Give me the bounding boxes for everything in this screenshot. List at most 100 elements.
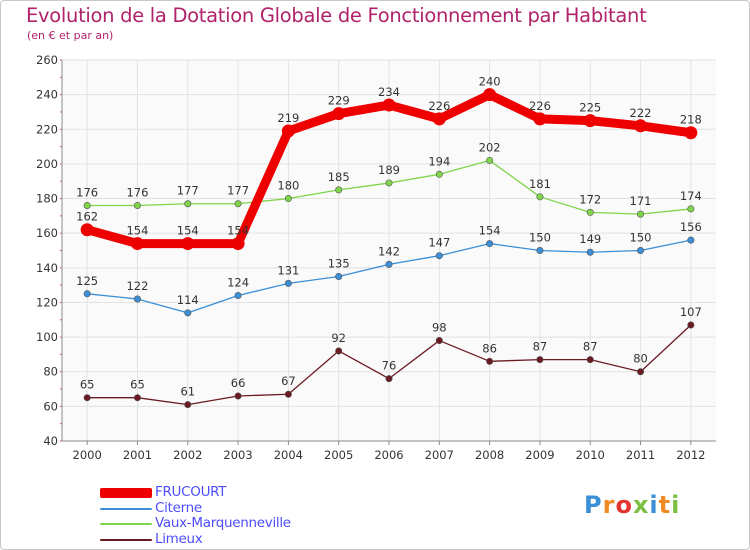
data-label-limeux: 87 (583, 340, 598, 354)
data-label-limeux: 107 (680, 305, 702, 319)
x-tick-label: 2010 (576, 448, 605, 462)
x-tick-label: 2005 (324, 448, 353, 462)
data-label-citerne: 156 (680, 220, 702, 234)
data-point-limeux (687, 321, 695, 329)
data-label-vaux-marquenneville: 172 (579, 192, 601, 206)
data-label-frucourt: 154 (126, 224, 148, 238)
data-label-citerne: 150 (630, 231, 652, 245)
data-label-citerne: 135 (328, 256, 350, 270)
data-point-limeux (133, 394, 141, 402)
data-label-citerne: 124 (227, 276, 249, 290)
data-point-vaux-marquenneville (435, 170, 443, 178)
data-point-citerne (536, 247, 544, 255)
data-label-vaux-marquenneville: 189 (378, 163, 400, 177)
legend-label: Citerne (155, 499, 202, 516)
legend-label: Vaux-Marquenneville (155, 515, 291, 531)
data-label-frucourt: 225 (579, 101, 601, 115)
data-label-vaux-marquenneville: 177 (177, 184, 199, 198)
x-tick-label: 2007 (425, 448, 454, 462)
data-point-limeux (335, 347, 343, 355)
chart-title: Evolution de la Dotation Globale de Fonc… (26, 4, 647, 27)
data-label-limeux: 86 (482, 341, 497, 355)
data-point-citerne (133, 295, 141, 303)
data-point-limeux (435, 337, 443, 345)
data-point-limeux (83, 394, 91, 402)
data-point-vaux-marquenneville (335, 186, 343, 194)
x-tick-label: 2003 (223, 448, 252, 462)
y-tick-label: 260 (36, 53, 58, 67)
x-tick-label: 2004 (274, 448, 303, 462)
data-point-frucourt (432, 112, 446, 126)
data-label-vaux-marquenneville: 185 (328, 170, 350, 184)
data-point-citerne (385, 260, 393, 268)
data-point-vaux-marquenneville (586, 208, 594, 216)
data-label-vaux-marquenneville: 181 (529, 177, 551, 191)
data-label-citerne: 122 (126, 279, 148, 293)
x-tick-label: 2001 (123, 448, 152, 462)
data-point-citerne (435, 252, 443, 260)
data-label-vaux-marquenneville: 177 (227, 184, 249, 198)
x-tick-label: 2011 (626, 448, 655, 462)
data-point-vaux-marquenneville (83, 201, 91, 209)
data-point-limeux (486, 357, 494, 365)
data-label-vaux-marquenneville: 202 (479, 140, 501, 154)
proxiti-logo: Proxiti (584, 491, 681, 519)
y-tick-label: 100 (36, 330, 58, 344)
data-label-frucourt: 162 (76, 210, 98, 224)
data-point-limeux (637, 368, 645, 376)
data-point-frucourt (181, 237, 195, 251)
data-point-citerne (234, 292, 242, 300)
data-point-vaux-marquenneville (687, 205, 695, 213)
data-label-frucourt: 234 (378, 85, 400, 99)
data-point-vaux-marquenneville (385, 179, 393, 187)
y-tick-label: 120 (36, 295, 58, 309)
data-point-limeux (586, 356, 594, 364)
data-label-frucourt: 226 (428, 99, 450, 113)
data-point-frucourt (583, 114, 597, 128)
data-point-citerne (83, 290, 91, 298)
data-label-limeux: 67 (281, 374, 296, 388)
data-point-limeux (184, 401, 192, 409)
data-label-limeux: 65 (80, 378, 95, 392)
y-tick-label: 180 (36, 192, 58, 206)
data-point-frucourt (80, 223, 94, 237)
data-label-vaux-marquenneville: 180 (277, 179, 299, 193)
y-tick-label: 140 (36, 261, 58, 275)
data-point-citerne (637, 247, 645, 255)
data-label-citerne: 125 (76, 274, 98, 288)
data-label-frucourt: 218 (680, 113, 702, 127)
y-tick-label: 220 (36, 122, 58, 136)
y-tick-label: 160 (36, 226, 58, 240)
data-point-frucourt (281, 124, 295, 138)
data-label-frucourt: 154 (227, 224, 249, 238)
data-point-vaux-marquenneville (234, 200, 242, 208)
data-label-citerne: 150 (529, 231, 551, 245)
y-tick-label: 40 (43, 434, 58, 448)
data-label-vaux-marquenneville: 174 (680, 189, 702, 203)
data-point-limeux (536, 356, 544, 364)
legend-label: FRUCOURT (155, 484, 227, 500)
data-point-citerne (284, 279, 292, 287)
data-point-frucourt (332, 107, 346, 121)
data-label-frucourt: 219 (277, 111, 299, 125)
data-label-citerne: 149 (579, 232, 601, 246)
y-tick-label: 80 (43, 365, 58, 379)
data-point-frucourt (231, 237, 245, 251)
data-label-vaux-marquenneville: 194 (428, 154, 450, 168)
y-tick-label: 240 (36, 88, 58, 102)
data-point-vaux-marquenneville (486, 156, 494, 164)
data-point-frucourt (634, 119, 648, 133)
data-label-citerne: 142 (378, 244, 400, 258)
data-label-limeux: 61 (180, 385, 195, 399)
data-point-frucourt (533, 112, 547, 126)
x-tick-label: 2006 (374, 448, 403, 462)
x-tick-label: 2008 (475, 448, 504, 462)
data-point-vaux-marquenneville (637, 210, 645, 218)
data-point-limeux (234, 392, 242, 400)
data-point-frucourt (483, 88, 497, 102)
legend-swatch (100, 538, 152, 541)
data-label-vaux-marquenneville: 171 (630, 194, 652, 208)
data-point-vaux-marquenneville (133, 201, 141, 209)
y-tick-label: 60 (43, 399, 58, 413)
